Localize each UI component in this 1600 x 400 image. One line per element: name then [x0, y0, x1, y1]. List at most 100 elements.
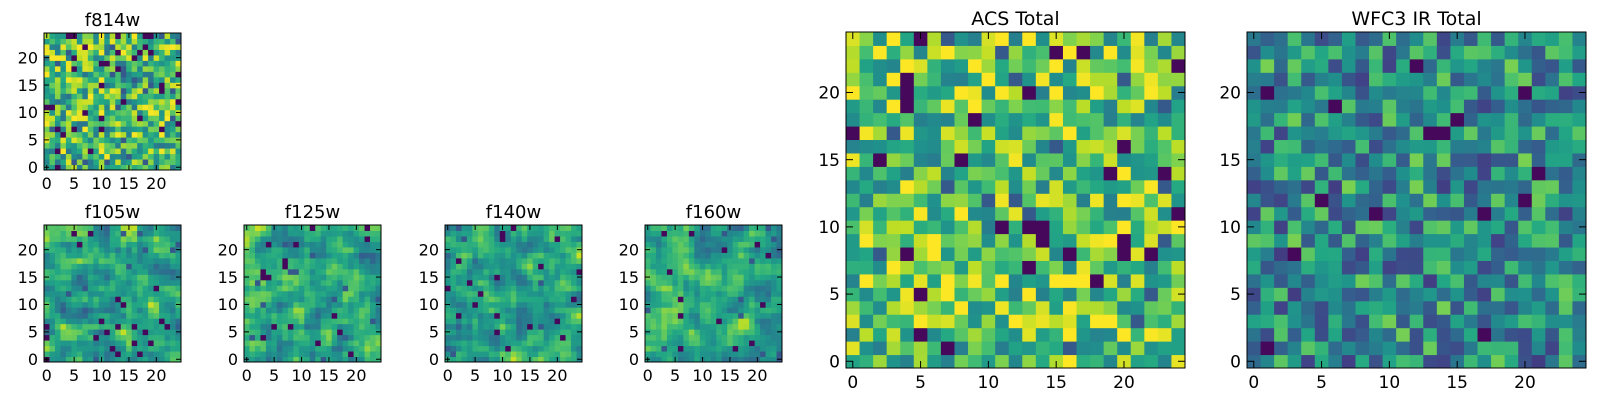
heatmap-cell — [1117, 139, 1132, 154]
heatmap-cell — [576, 279, 583, 286]
heatmap-cell — [705, 268, 712, 275]
heatmap-cell — [873, 233, 888, 248]
heatmap-cell — [655, 340, 662, 347]
heatmap-cell — [49, 301, 56, 308]
heatmap-cell — [87, 318, 94, 325]
heatmap-cell — [1396, 179, 1411, 194]
x-tick-label: 10 — [978, 373, 1000, 393]
heatmap-cell — [120, 351, 127, 358]
heatmap-cell — [554, 257, 561, 264]
heatmap-cell — [576, 225, 583, 231]
heatmap-cell — [488, 296, 495, 303]
heatmap-cell — [1117, 314, 1132, 329]
heatmap-cell — [271, 230, 278, 237]
heatmap-cell — [93, 87, 100, 94]
heatmap-cell — [109, 235, 116, 242]
heatmap-cell — [293, 230, 300, 237]
heatmap-cell — [688, 334, 695, 341]
heatmap-cell — [331, 246, 338, 253]
heatmap-cell — [164, 318, 171, 325]
heatmap-cell — [1008, 314, 1023, 329]
heatmap-cell — [560, 285, 567, 292]
heatmap-cell — [1062, 32, 1078, 46]
heatmap-cell — [93, 329, 100, 336]
heatmap-cell — [760, 274, 767, 281]
heatmap-cell — [71, 142, 78, 149]
heatmap-cell — [494, 290, 501, 297]
heatmap-cell — [710, 307, 717, 314]
heatmap-cell — [148, 323, 155, 330]
heatmap-cell — [1157, 166, 1172, 181]
heatmap-cell — [560, 230, 567, 237]
heatmap-cell — [142, 296, 149, 303]
heatmap-cell — [359, 329, 366, 336]
heatmap-cell — [650, 318, 657, 325]
heatmap-cell — [913, 166, 928, 181]
heatmap-cell — [754, 246, 761, 253]
heatmap-cell — [137, 98, 144, 105]
heatmap-cell — [968, 260, 983, 275]
heatmap-cell — [131, 241, 138, 248]
heatmap-cell — [721, 274, 728, 281]
heatmap-cell — [282, 285, 289, 292]
heatmap-cell — [337, 235, 344, 242]
heatmap-cell — [60, 274, 67, 281]
heatmap-cell — [954, 220, 969, 235]
heatmap-cell — [93, 263, 100, 270]
heatmap-cell — [1328, 247, 1343, 261]
heatmap-cell — [120, 131, 127, 138]
heatmap-cell — [115, 43, 122, 50]
heatmap-cell — [743, 279, 750, 286]
heatmap-cell — [494, 334, 501, 341]
heatmap-cell — [477, 268, 484, 275]
heatmap-cell — [348, 235, 355, 242]
heatmap-cell — [571, 241, 578, 248]
heatmap-cell — [104, 312, 111, 319]
heatmap-cell — [968, 72, 983, 87]
heatmap-cell — [1117, 341, 1132, 356]
heatmap-cell — [981, 85, 996, 100]
heatmap-cell — [749, 323, 756, 330]
heatmap-cell — [1287, 126, 1302, 141]
heatmap-cell — [309, 340, 316, 347]
heatmap-cell — [549, 345, 556, 352]
heatmap-cell — [927, 354, 942, 369]
heatmap-cell — [1477, 126, 1492, 141]
heatmap-cell — [1355, 193, 1370, 208]
heatmap-cell — [1328, 300, 1343, 315]
heatmap-cell — [1049, 287, 1064, 302]
heatmap-cell — [120, 60, 127, 67]
heatmap-cell — [683, 312, 690, 319]
heatmap-cell — [727, 279, 734, 286]
heatmap-cell — [131, 76, 138, 83]
heatmap-cell — [666, 307, 673, 314]
heatmap-cell — [968, 314, 983, 329]
heatmap-cell — [913, 260, 928, 275]
heatmap-cell — [1341, 45, 1356, 60]
heatmap-cell — [76, 235, 83, 242]
heatmap-cell — [1355, 233, 1370, 248]
heatmap-cell — [1144, 327, 1159, 342]
heatmap-cell — [71, 230, 78, 237]
heatmap-cell — [82, 137, 89, 144]
heatmap-cell — [1382, 300, 1397, 315]
heatmap-cell — [699, 257, 706, 264]
heatmap-cell — [754, 268, 761, 275]
heatmap-cell — [688, 345, 695, 352]
heatmap-cell — [1247, 247, 1262, 261]
heatmap-cell — [120, 329, 127, 336]
heatmap-cell — [142, 93, 149, 100]
heatmap-cell — [1558, 45, 1573, 60]
heatmap-cell — [1436, 341, 1451, 356]
heatmap-cell — [260, 345, 267, 352]
heatmap-cell — [754, 257, 761, 264]
heatmap-cell — [694, 345, 701, 352]
heatmap-cell — [164, 142, 171, 149]
heatmap-cell — [694, 241, 701, 248]
heatmap-cell — [104, 49, 111, 56]
heatmap-cell — [754, 329, 761, 336]
heatmap-cell — [153, 307, 160, 314]
heatmap-cell — [131, 93, 138, 100]
heatmap-cell — [93, 159, 100, 166]
heatmap-cell — [131, 345, 138, 352]
